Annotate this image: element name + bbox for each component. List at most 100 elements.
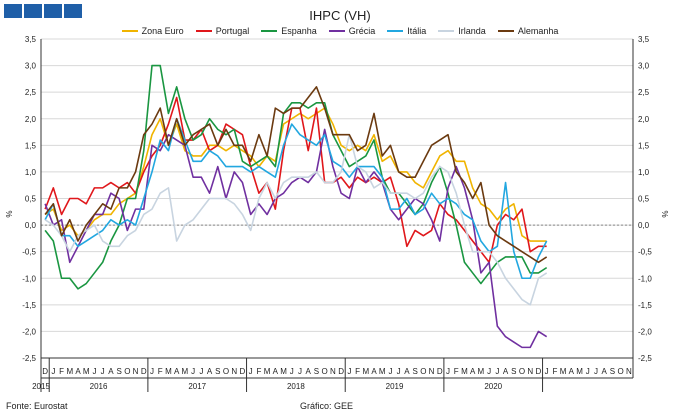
x-year-label: 2020 bbox=[484, 382, 502, 391]
x-month-label: S bbox=[412, 367, 417, 376]
x-month-label: A bbox=[306, 367, 312, 376]
series-line-zona-euro bbox=[44, 107, 547, 242]
x-month-label: S bbox=[215, 367, 220, 376]
logo-block bbox=[4, 4, 22, 18]
x-month-label: F bbox=[552, 367, 557, 376]
x-month-label: D bbox=[42, 367, 48, 376]
x-year-label: 2017 bbox=[188, 382, 206, 391]
x-month-label: A bbox=[75, 367, 81, 376]
x-month-label: N bbox=[429, 367, 435, 376]
legend-label: Grécia bbox=[348, 26, 376, 36]
y-tick-label-left: -2,0 bbox=[22, 327, 36, 336]
x-month-label: J bbox=[594, 367, 598, 376]
legend-swatch bbox=[497, 30, 514, 32]
legend-label: Portugal bbox=[215, 26, 250, 36]
x-year-label: 2019 bbox=[386, 382, 404, 391]
source-note: Fonte: Eurostat bbox=[6, 401, 68, 411]
chart-credit: Gráfico: GEE bbox=[300, 401, 354, 411]
y-tick-label-left: 2,0 bbox=[25, 115, 37, 124]
x-month-label: N bbox=[231, 367, 237, 376]
y-tick-label-left: 1,0 bbox=[25, 168, 37, 177]
y-tick-label-left: -1,0 bbox=[22, 274, 36, 283]
x-year-label: 2018 bbox=[287, 382, 305, 391]
x-month-label: S bbox=[116, 367, 121, 376]
legend-swatch bbox=[438, 30, 455, 32]
x-month-label: J bbox=[487, 367, 491, 376]
y-tick-label-left: 3,5 bbox=[25, 35, 37, 44]
x-month-label: D bbox=[536, 367, 542, 376]
x-month-label: J bbox=[495, 367, 499, 376]
y-tick-label-right: 1,5 bbox=[638, 141, 650, 150]
legend-label: Zona Euro bbox=[141, 26, 184, 36]
x-month-label: S bbox=[511, 367, 516, 376]
y-tick-label-right: -1,5 bbox=[638, 301, 652, 310]
x-month-label: J bbox=[586, 367, 590, 376]
x-month-label: D bbox=[141, 367, 147, 376]
x-month-label: O bbox=[420, 367, 426, 376]
x-month-label: O bbox=[519, 367, 525, 376]
x-month-label: S bbox=[314, 367, 319, 376]
x-month-label: M bbox=[560, 367, 567, 376]
x-year-label: 2016 bbox=[90, 382, 108, 391]
x-month-label: J bbox=[101, 367, 105, 376]
x-month-label: D bbox=[437, 367, 443, 376]
y-tick-label-left: 0,5 bbox=[25, 195, 37, 204]
legend-item: Itália bbox=[387, 26, 426, 36]
x-month-label: M bbox=[362, 367, 369, 376]
x-month-label: J bbox=[290, 367, 294, 376]
x-month-label: J bbox=[191, 367, 195, 376]
y-tick-label-left: -2,5 bbox=[22, 354, 36, 363]
y-tick-label-right: -2,0 bbox=[638, 327, 652, 336]
y-tick-label-right: 2,5 bbox=[638, 88, 650, 97]
x-month-label: M bbox=[83, 367, 90, 376]
series-line-espanha bbox=[44, 64, 548, 290]
x-month-label: M bbox=[576, 367, 583, 376]
series-line-it-lia bbox=[44, 117, 548, 280]
x-month-label: J bbox=[249, 367, 253, 376]
y-tick-label-right: 3,5 bbox=[638, 35, 650, 44]
x-month-label: N bbox=[527, 367, 533, 376]
x-month-label: M bbox=[478, 367, 485, 376]
y-tick-label-right: 2,0 bbox=[638, 115, 650, 124]
x-month-label: M bbox=[165, 367, 172, 376]
legend-item: Alemanha bbox=[497, 26, 558, 36]
y-axis-label-right: % bbox=[661, 210, 670, 217]
x-month-label: D bbox=[338, 367, 344, 376]
y-tick-label-left: -1,5 bbox=[22, 301, 36, 310]
x-month-label: A bbox=[207, 367, 213, 376]
x-month-label: A bbox=[602, 367, 608, 376]
x-month-label: F bbox=[454, 367, 459, 376]
series-line-alemanha bbox=[44, 86, 548, 264]
x-month-label: F bbox=[256, 367, 261, 376]
logo-block bbox=[64, 4, 82, 18]
x-month-label: A bbox=[470, 367, 476, 376]
y-tick-label-right: -0,5 bbox=[638, 248, 652, 257]
x-month-label: J bbox=[388, 367, 392, 376]
x-year-label: 2015 bbox=[32, 382, 50, 391]
x-month-label: J bbox=[199, 367, 203, 376]
series-line-irlanda bbox=[44, 133, 548, 306]
x-month-label: M bbox=[379, 367, 386, 376]
x-month-label: A bbox=[273, 367, 279, 376]
chart-title: IHPC (VH) bbox=[309, 8, 371, 23]
x-month-label: A bbox=[404, 367, 410, 376]
x-month-label: N bbox=[626, 367, 632, 376]
y-tick-label-right: 3,0 bbox=[638, 62, 650, 71]
legend-label: Irlanda bbox=[458, 26, 486, 36]
x-month-label: O bbox=[322, 367, 328, 376]
legend-swatch bbox=[121, 30, 138, 32]
x-month-label: F bbox=[355, 367, 360, 376]
legend-swatch bbox=[261, 30, 278, 32]
x-month-label: A bbox=[569, 367, 575, 376]
x-month-label: M bbox=[264, 367, 271, 376]
x-month-label: M bbox=[182, 367, 189, 376]
x-month-label: J bbox=[150, 367, 154, 376]
logo bbox=[4, 4, 82, 18]
series-line-gr-cia bbox=[44, 128, 548, 349]
legend-item: Grécia bbox=[328, 26, 376, 36]
y-tick-label-right: -1,0 bbox=[638, 274, 652, 283]
x-month-label: O bbox=[124, 367, 130, 376]
legend-label: Itália bbox=[407, 26, 427, 36]
x-month-label: F bbox=[59, 367, 64, 376]
